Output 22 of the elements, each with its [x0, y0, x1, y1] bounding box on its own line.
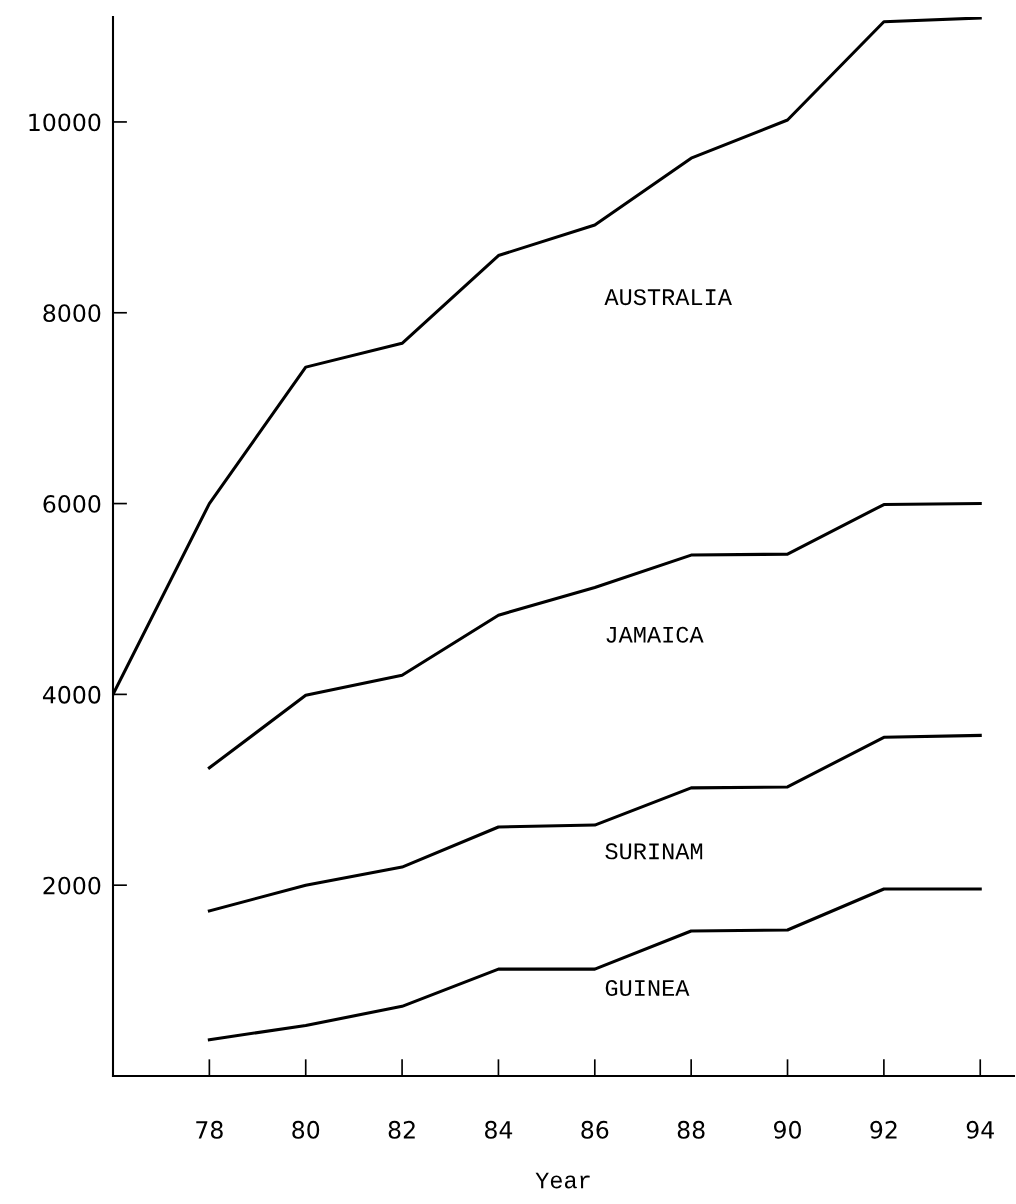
x-tick-label: 90 [773, 1120, 801, 1139]
line-series [207, 502, 982, 770]
y-tick-label: 4000 [42, 685, 101, 704]
y-tick-label: 8000 [43, 304, 101, 323]
x-tick-label: 84 [485, 1120, 513, 1139]
x-tick-label: 86 [581, 1120, 609, 1139]
x-tick-label: 80 [292, 1120, 320, 1139]
series-label: GUINEA [605, 979, 690, 997]
y-tick-label: 2000 [43, 876, 101, 895]
line-series [207, 887, 982, 1042]
line-series [207, 733, 982, 913]
x-tick-label: 92 [870, 1120, 897, 1139]
series-label: JAMAICA [606, 626, 704, 643]
x-tick-label: 82 [388, 1120, 415, 1139]
x-tick-label: 78 [196, 1120, 223, 1139]
x-axis-title: Year [535, 1172, 590, 1189]
y-tick-label: 10000 [29, 113, 101, 132]
text: AUSTRALIA [604, 289, 732, 306]
x-tick-label: 88 [677, 1120, 705, 1139]
y-tick-label: 6000 [43, 495, 101, 513]
series-label: SURINAM [605, 843, 703, 860]
x-tick-label: 94 [966, 1120, 994, 1139]
